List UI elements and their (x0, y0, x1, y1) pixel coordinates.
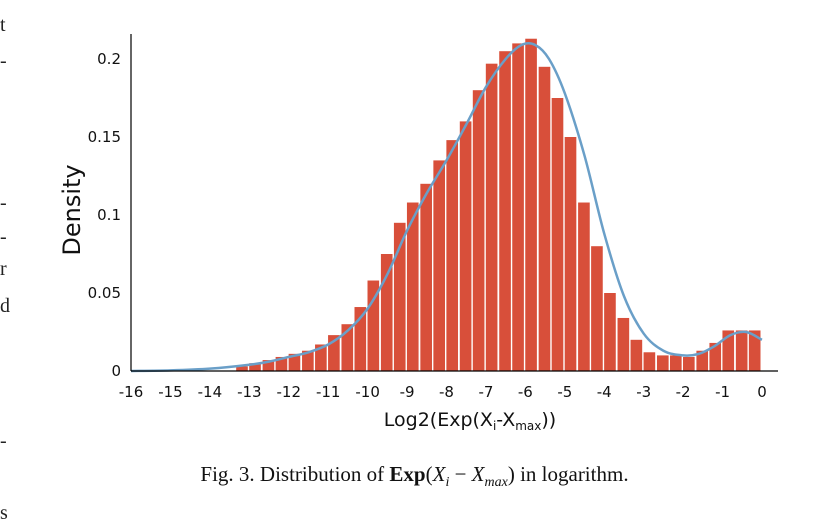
histogram-bar-20 (499, 51, 511, 371)
histogram-bar-30 (630, 339, 643, 371)
histogram-bar-36 (709, 342, 722, 371)
histogram-bar-39 (748, 330, 761, 371)
histogram-bar-37 (722, 330, 735, 371)
histogram-bar-18 (472, 90, 485, 371)
histogram-bar-2 (262, 360, 275, 371)
x-tick-label-13: -3 (636, 383, 651, 401)
histogram-bar-17 (459, 121, 472, 372)
density-curve (130, 41, 763, 373)
histogram-bar-9 (354, 307, 367, 371)
density-histogram-chart: 00.050.10.150.2 -16 -15 -14 -13 -12 -11 -10 -9-… (58, 34, 778, 433)
histogram-bar-11 (380, 254, 393, 371)
histogram-bar-22 (525, 38, 537, 371)
y-axis-label: Density (58, 164, 86, 255)
histogram-bars (236, 38, 761, 372)
histogram-bar-0 (236, 366, 248, 371)
histogram-bar-7 (328, 335, 340, 371)
margin-text-8: s (0, 502, 8, 524)
histogram-bar-13 (406, 202, 419, 371)
y-tick-label-1: 0.05 (88, 284, 121, 302)
histogram-bar-27 (591, 246, 603, 371)
y-tick-labels: 0 0.05 0.1 0.15 0.2 (88, 50, 121, 380)
histogram-bar-24 (551, 98, 564, 371)
histogram-bar-25 (564, 137, 577, 371)
x-tick-label-10: -6 (518, 383, 533, 401)
histogram-bar-38 (735, 330, 748, 371)
x-tick-label-11: -5 (557, 383, 572, 401)
histogram-bar-6 (315, 344, 327, 371)
histogram-bar-12 (393, 222, 406, 371)
x-tick-label-12: -4 (597, 383, 612, 401)
x-tick-label-6: -10 (355, 383, 380, 401)
histogram-bar-5 (302, 350, 314, 371)
histogram-bar-14 (420, 183, 432, 371)
y-tick-label-4: 0.2 (97, 50, 121, 68)
histogram-bar-1 (249, 363, 261, 371)
x-tick-label-14: -2 (676, 383, 691, 401)
margin-text-7: - (0, 430, 7, 452)
x-tick-label-16: 0 (757, 383, 767, 401)
x-tick-label-3: -13 (237, 383, 262, 401)
margin-text-1: t (0, 14, 6, 36)
margin-text-4: - (0, 226, 7, 248)
margin-text-6: d (0, 295, 10, 317)
margin-text-3: - (0, 192, 7, 214)
x-tick-label-8: -8 (439, 383, 454, 401)
figure-caption: Fig. 3. Distribution of Exp(Xi − Xmax) i… (200, 462, 629, 491)
histogram-bar-16 (446, 140, 459, 371)
x-tick-label-4: -12 (277, 383, 302, 401)
histogram-bar-32 (656, 355, 669, 371)
x-tick-label-15: -1 (715, 383, 730, 401)
histogram-bar-28 (604, 293, 616, 371)
histogram-bar-31 (643, 352, 656, 371)
x-tick-label-5: -11 (316, 383, 341, 401)
histogram-bar-33 (669, 355, 682, 371)
histogram-bar-3 (275, 356, 288, 371)
x-tick-label-2: -14 (198, 383, 223, 401)
histogram-bar-10 (367, 280, 380, 371)
histogram-bar-34 (683, 356, 695, 371)
x-tick-labels: -16 -15 -14 -13 -12 -11 -10 -9 -8 -7 -6 -5 -4 -3 -2 -1 0 (119, 383, 767, 401)
histogram-bar-8 (341, 324, 354, 371)
histogram-bar-15 (433, 160, 445, 371)
x-tick-label-0: -16 (119, 383, 144, 401)
histogram-bar-19 (485, 63, 498, 372)
y-tick-label-3: 0.15 (88, 128, 121, 146)
histogram-bar-26 (578, 202, 590, 371)
x-axis-label: Log2(Exp(Xi-Xmax)) (384, 409, 556, 433)
histogram-bar-21 (512, 43, 524, 372)
y-tick-label-2: 0.1 (97, 206, 121, 224)
x-tick-label-1: -15 (158, 383, 183, 401)
margin-text-2: - (0, 50, 7, 72)
y-tick-label-0: 0 (111, 362, 121, 380)
x-tick-label-7: -9 (400, 383, 415, 401)
histogram-bar-23 (538, 66, 551, 372)
histogram-bar-29 (617, 317, 630, 371)
histogram-bar-4 (288, 353, 301, 371)
margin-text-5: r (0, 258, 7, 280)
x-tick-label-9: -7 (478, 383, 493, 401)
histogram-bar-35 (696, 350, 709, 371)
